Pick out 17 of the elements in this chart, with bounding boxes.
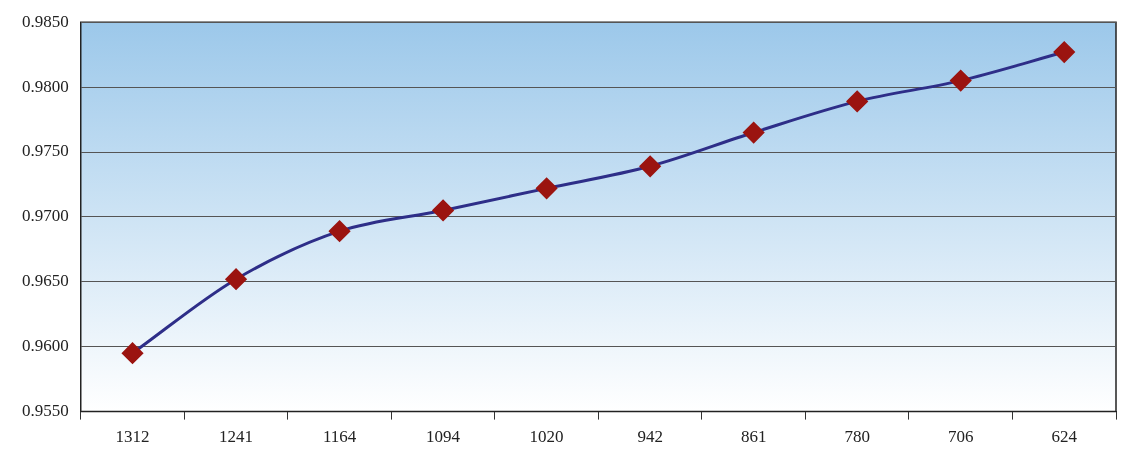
x-tick-label: 1241: [219, 427, 254, 447]
y-tick-label: 0.9650: [22, 271, 69, 291]
y-tick-label: 0.9550: [22, 401, 69, 421]
x-tick-label: 1020: [529, 427, 564, 447]
x-tick-label: 1312: [115, 427, 150, 447]
y-tick-label: 0.9600: [22, 336, 69, 356]
y-tick-label: 0.9850: [22, 11, 69, 31]
y-tick-label: 0.9800: [22, 76, 69, 96]
y-tick-label: 0.9750: [22, 141, 69, 161]
x-tick-label: 861: [740, 427, 767, 447]
x-tick-label: 624: [1051, 427, 1078, 447]
x-tick-label: 942: [637, 427, 663, 447]
y-tick-label: 0.9700: [22, 206, 69, 226]
x-tick-label: 706: [947, 427, 974, 447]
x-tick-label: 780: [844, 427, 870, 447]
x-tick-label: 1094: [426, 427, 461, 447]
x-tick-label: 1164: [322, 427, 357, 447]
